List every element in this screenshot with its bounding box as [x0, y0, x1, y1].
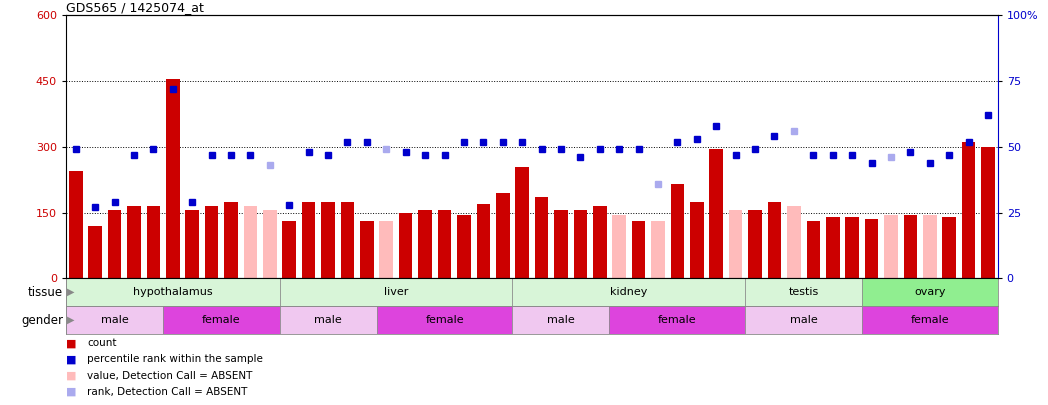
Bar: [376, 306, 512, 334]
Bar: [885, 215, 898, 278]
Bar: [846, 217, 859, 278]
Text: GDS565 / 1425074_at: GDS565 / 1425074_at: [66, 1, 204, 14]
Bar: [163, 306, 280, 334]
Bar: [322, 202, 335, 278]
Text: male: male: [101, 315, 129, 325]
Bar: [108, 210, 122, 278]
Bar: [861, 278, 998, 306]
Bar: [127, 206, 140, 278]
Bar: [671, 184, 684, 278]
Bar: [66, 278, 280, 306]
Text: testis: testis: [788, 287, 818, 297]
Text: gender: gender: [21, 313, 63, 327]
Bar: [690, 202, 703, 278]
Bar: [942, 217, 956, 278]
Bar: [147, 206, 160, 278]
Text: female: female: [425, 315, 464, 325]
Bar: [593, 206, 607, 278]
Bar: [166, 79, 179, 278]
Bar: [651, 221, 664, 278]
Text: percentile rank within the sample: percentile rank within the sample: [87, 354, 263, 364]
Bar: [981, 147, 995, 278]
Bar: [361, 221, 374, 278]
Text: female: female: [911, 315, 949, 325]
Bar: [512, 306, 610, 334]
Text: rank, Detection Call = ABSENT: rank, Detection Call = ABSENT: [87, 387, 247, 397]
Bar: [728, 210, 742, 278]
Bar: [516, 166, 529, 278]
Text: ■: ■: [66, 387, 77, 397]
Bar: [224, 202, 238, 278]
Bar: [632, 221, 646, 278]
Text: male: male: [790, 315, 817, 325]
Bar: [379, 221, 393, 278]
Bar: [748, 210, 762, 278]
Bar: [787, 206, 801, 278]
Bar: [826, 217, 839, 278]
Bar: [745, 278, 861, 306]
Text: ovary: ovary: [914, 287, 945, 297]
Bar: [69, 171, 83, 278]
Bar: [554, 210, 568, 278]
Bar: [962, 143, 976, 278]
Bar: [923, 215, 937, 278]
Bar: [768, 202, 781, 278]
Bar: [903, 215, 917, 278]
Bar: [612, 215, 626, 278]
Text: hypothalamus: hypothalamus: [133, 287, 213, 297]
Text: ■: ■: [66, 354, 77, 364]
Text: ▶: ▶: [67, 287, 74, 297]
Text: ▶: ▶: [67, 315, 74, 325]
Text: female: female: [202, 315, 241, 325]
Bar: [302, 202, 315, 278]
Bar: [399, 213, 413, 278]
Text: liver: liver: [384, 287, 408, 297]
Bar: [341, 202, 354, 278]
Bar: [745, 306, 861, 334]
Bar: [88, 226, 102, 278]
Bar: [807, 221, 821, 278]
Bar: [204, 206, 218, 278]
Text: ■: ■: [66, 371, 77, 381]
Bar: [283, 221, 296, 278]
Text: ■: ■: [66, 338, 77, 348]
Bar: [512, 278, 745, 306]
Bar: [280, 306, 376, 334]
Bar: [66, 306, 163, 334]
Text: kidney: kidney: [610, 287, 648, 297]
Text: value, Detection Call = ABSENT: value, Detection Call = ABSENT: [87, 371, 253, 381]
Bar: [418, 210, 432, 278]
Bar: [280, 278, 512, 306]
Text: male: male: [547, 315, 575, 325]
Bar: [243, 206, 257, 278]
Bar: [185, 210, 199, 278]
Bar: [496, 193, 509, 278]
Text: count: count: [87, 338, 116, 348]
Bar: [263, 210, 277, 278]
Bar: [573, 210, 587, 278]
Text: tissue: tissue: [27, 286, 63, 299]
Bar: [865, 219, 878, 278]
Bar: [534, 197, 548, 278]
Bar: [610, 306, 745, 334]
Bar: [457, 215, 471, 278]
Bar: [709, 149, 723, 278]
Bar: [438, 210, 452, 278]
Bar: [861, 306, 998, 334]
Text: male: male: [314, 315, 342, 325]
Bar: [477, 204, 490, 278]
Text: female: female: [658, 315, 697, 325]
